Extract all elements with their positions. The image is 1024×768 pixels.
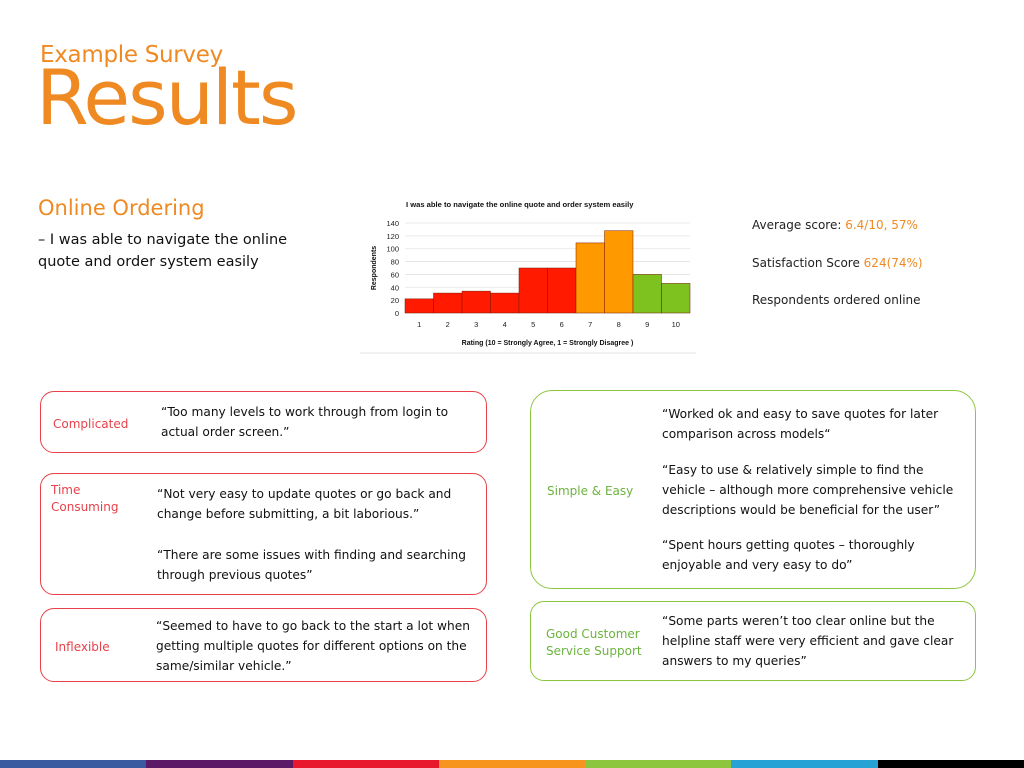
chart-bar — [632, 274, 662, 314]
bottom-bar-segment — [438, 760, 586, 768]
satisfaction-score: Satisfaction Score 624(74%) — [752, 256, 923, 270]
rating-chart: I was able to navigate the online quote … — [360, 196, 696, 354]
feedback-label: Time Consuming — [51, 483, 119, 514]
bottom-bar-segment — [0, 760, 147, 768]
chart-y-tick-label: 120 — [386, 232, 399, 241]
satisfaction-score-label: Satisfaction Score — [752, 256, 864, 270]
chart-x-tick-label: 4 — [503, 320, 507, 329]
feedback-quote: “Not very easy to update quotes or go ba… — [157, 487, 452, 521]
section-question: – I was able to navigate the online quot… — [38, 232, 288, 270]
section-heading: Online Ordering — [38, 196, 205, 220]
chart-y-tick-label: 20 — [391, 296, 399, 305]
chart-bar — [404, 298, 434, 314]
bottom-bar-segment — [585, 760, 732, 768]
chart-x-axis-label: Rating (10 = Strongly Agree, 1 = Strongl… — [462, 340, 634, 347]
feedback-quote: “Some parts weren’t too clear online but… — [662, 614, 954, 668]
chart-x-tick-label: 5 — [531, 320, 535, 329]
chart-bar — [547, 267, 577, 314]
chart-x-tick-label: 7 — [588, 320, 592, 329]
feedback-card-simple-easy: Simple & Easy “Worked ok and easy to sav… — [530, 390, 976, 589]
chart-x-tick-label: 1 — [417, 320, 421, 329]
chart-y-tick-label: 60 — [391, 270, 399, 279]
chart-y-tick-label: 100 — [386, 245, 399, 254]
feedback-card-customer-service: Good Customer Service Support “Some part… — [530, 601, 976, 681]
feedback-quote: “There are some issues with finding and … — [157, 548, 466, 582]
page-title: Results — [36, 53, 298, 142]
feedback-quote: “Seemed to have to go back to the start … — [156, 619, 470, 673]
feedback-label: Complicated — [53, 417, 129, 431]
chart-bar — [433, 292, 463, 314]
chart-bar — [461, 290, 491, 314]
chart-x-tick-label: 9 — [645, 320, 649, 329]
chart-y-tick-label: 0 — [395, 309, 399, 318]
bottom-bar-segment — [146, 760, 293, 768]
feedback-quote: “Easy to use & relatively simple to find… — [662, 463, 954, 517]
feedback-card-time-consuming: Time Consuming “Not very easy to update … — [40, 473, 487, 595]
bottom-bar-segment — [877, 760, 1024, 768]
chart-bar — [490, 292, 520, 314]
chart-y-axis-label: Respondents — [371, 246, 378, 290]
average-score: Average score: 6.4/10, 57% — [752, 218, 918, 232]
chart-bar — [518, 267, 548, 314]
respondents-online: Respondents ordered online — [752, 293, 921, 307]
feedback-card-inflexible: Inflexible “Seemed to have to go back to… — [40, 608, 487, 682]
satisfaction-score-value: 624(74%) — [863, 256, 923, 270]
bottom-color-bar — [0, 760, 1024, 768]
chart-y-tick-label: 40 — [391, 283, 399, 292]
chart-x-tick-label: 6 — [560, 320, 564, 329]
average-score-label: Average score: — [752, 218, 846, 232]
chart-bar — [575, 242, 605, 314]
chart-x-tick-label: 8 — [617, 320, 621, 329]
feedback-quote: “Too many levels to work through from lo… — [161, 405, 449, 439]
feedback-quote: “Spent hours getting quotes – thoroughly… — [662, 538, 915, 572]
page-subtitle: Example Survey — [40, 42, 223, 68]
chart-x-tick-label: 10 — [672, 320, 680, 329]
feedback-label: Simple & Easy — [547, 484, 634, 498]
feedback-quote: “Worked ok and easy to save quotes for l… — [662, 407, 939, 441]
feedback-label: Good Customer Service Support — [546, 627, 642, 658]
chart-bar — [661, 283, 691, 314]
bottom-bar-segment — [731, 760, 878, 768]
rating-chart-svg: I was able to navigate the online quote … — [360, 196, 696, 354]
chart-y-tick-label: 140 — [386, 219, 399, 228]
chart-bar — [604, 230, 634, 314]
chart-y-tick-label: 80 — [391, 258, 399, 267]
chart-title: I was able to navigate the online quote … — [406, 200, 634, 209]
chart-x-tick-label: 2 — [446, 320, 450, 329]
bottom-bar-segment — [292, 760, 439, 768]
chart-x-tick-label: 3 — [474, 320, 478, 329]
feedback-card-complicated: Complicated “Too many levels to work thr… — [40, 391, 487, 453]
feedback-label: Inflexible — [55, 640, 110, 654]
average-score-value: 6.4/10, 57% — [845, 218, 918, 232]
